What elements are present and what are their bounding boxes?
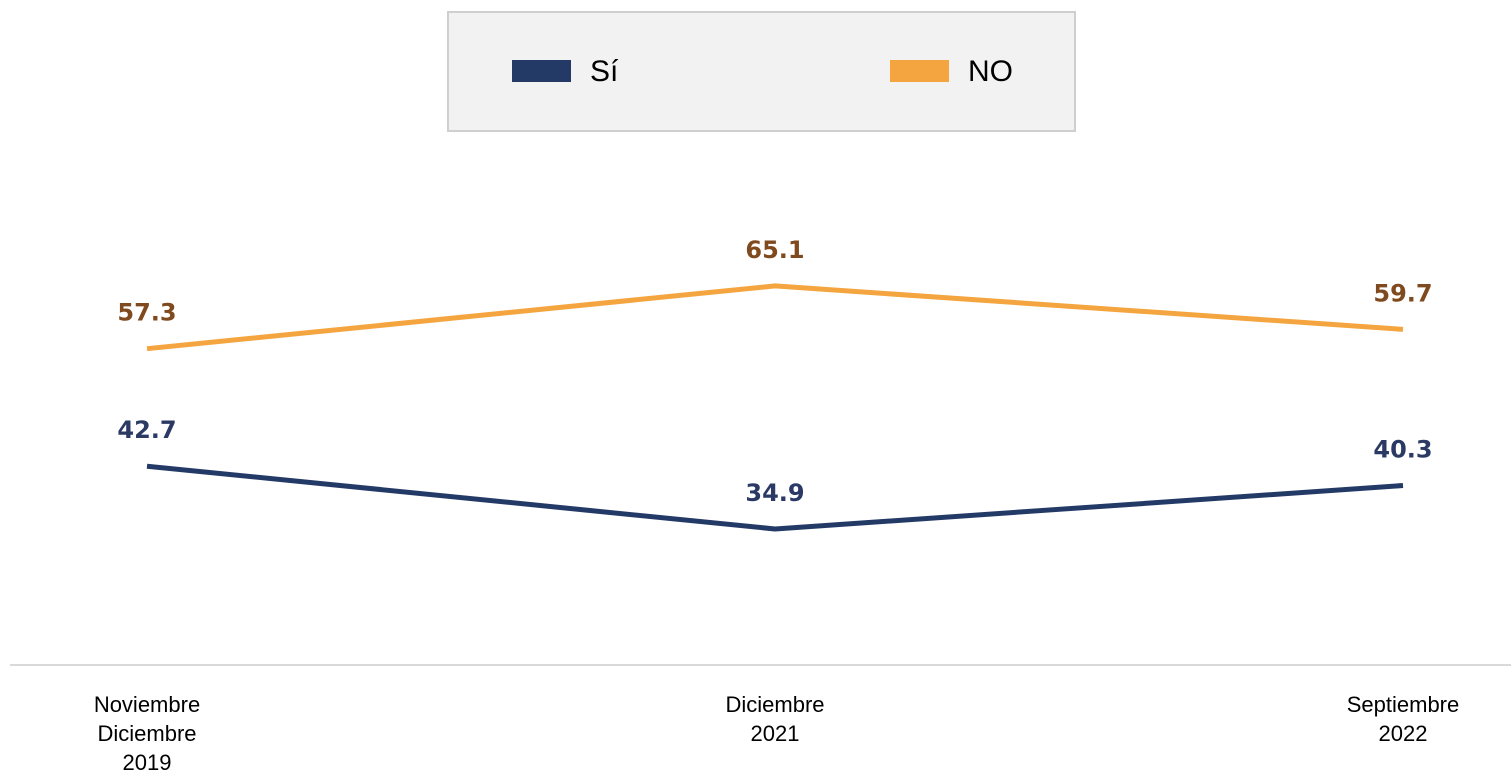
x-tick-label: Diciembre 2021 (725, 692, 824, 746)
x-tick-label: Noviembre Diciembre 2019 (94, 692, 200, 775)
line (146, 283, 1404, 352)
x-tick-label: Septiembre 2022 (1347, 692, 1460, 746)
data-label: 34.9 (745, 479, 804, 507)
data-label: 65.1 (745, 236, 804, 264)
legend-label: NO (968, 55, 1013, 88)
data-label: 42.7 (117, 416, 176, 444)
data-label: 40.3 (1373, 436, 1432, 464)
data-label: 59.7 (1373, 279, 1432, 307)
legend-swatch (512, 60, 571, 82)
line (146, 463, 1404, 532)
legend-label: Sí (590, 55, 619, 88)
legend-swatch (890, 60, 949, 82)
data-label: 57.3 (117, 299, 176, 327)
